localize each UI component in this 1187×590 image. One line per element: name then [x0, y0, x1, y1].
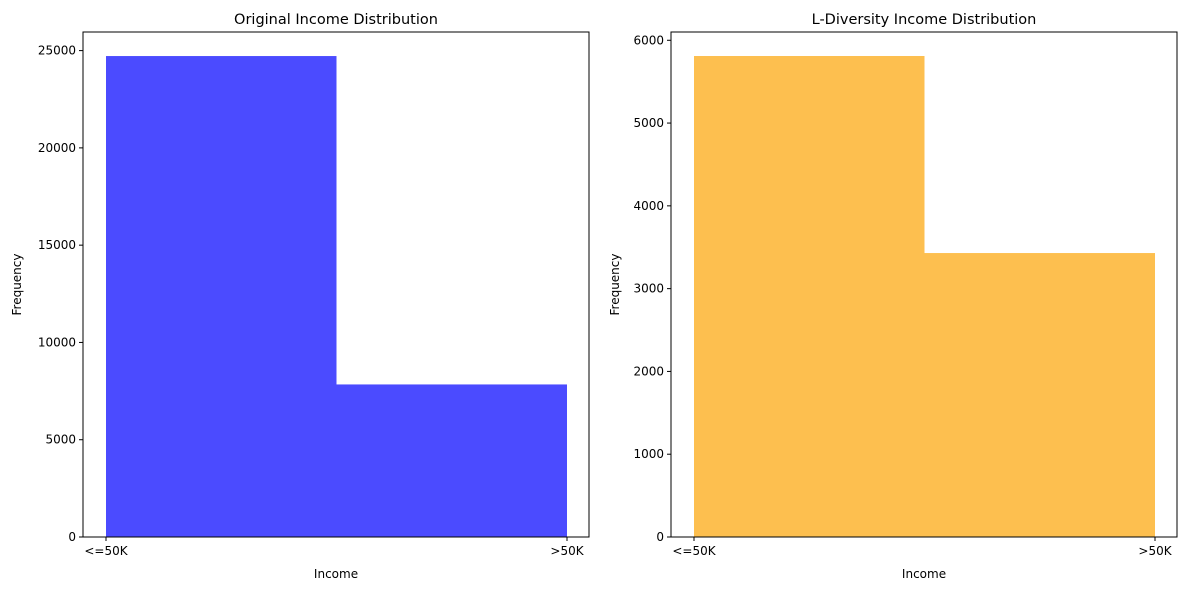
chart-original-income: Original Income Distribution 0 5000 10000 1…	[10, 12, 590, 581]
bar-50k	[694, 56, 925, 537]
y-tick-label: 5000	[45, 433, 76, 447]
y-axis-label: Frequency	[608, 254, 622, 316]
y-tick-label: 0	[656, 530, 664, 544]
chart-title: Original Income Distribution	[234, 12, 438, 28]
chart-title: L-Diversity Income Distribution	[812, 12, 1037, 28]
x-tick-label: <=50K	[672, 544, 716, 558]
x-ticks: <=50K >50K	[672, 537, 1173, 558]
y-tick-label: 4000	[633, 199, 664, 213]
bar-50k	[336, 384, 567, 537]
y-tick-label: 10000	[38, 335, 76, 349]
bars	[694, 56, 1155, 537]
x-tick-label: >50K	[550, 544, 584, 558]
y-tick-label: 1000	[633, 447, 664, 461]
plot-frame	[670, 31, 1178, 538]
x-axis-label: Income	[902, 567, 946, 581]
x-axis-label: Income	[314, 567, 358, 581]
bars	[106, 56, 567, 538]
y-tick-label: 15000	[38, 238, 76, 252]
y-ticks: 0 1000 2000 3000 4000 5000 6000	[633, 33, 671, 544]
y-ticks: 0 5000 10000 15000 20000 25000	[38, 44, 83, 544]
y-tick-label: 5000	[633, 116, 664, 130]
chart-l-diversity-income: L-Diversity Income Distribution 0 1000 200…	[608, 12, 1178, 581]
x-ticks: <=50K >50K	[84, 537, 585, 558]
x-tick-label: >50K	[1138, 544, 1172, 558]
x-tick-label: <=50K	[84, 544, 128, 558]
y-axis-label: Frequency	[10, 254, 24, 316]
y-tick-label: 0	[68, 530, 76, 544]
bar-50k	[106, 56, 337, 538]
y-tick-label: 2000	[633, 364, 664, 378]
y-tick-label: 6000	[633, 33, 664, 47]
y-tick-label: 20000	[38, 141, 76, 155]
bar-50k	[924, 253, 1155, 537]
plot-frame	[82, 31, 590, 538]
y-tick-label: 25000	[38, 44, 76, 58]
y-tick-label: 3000	[633, 282, 664, 296]
